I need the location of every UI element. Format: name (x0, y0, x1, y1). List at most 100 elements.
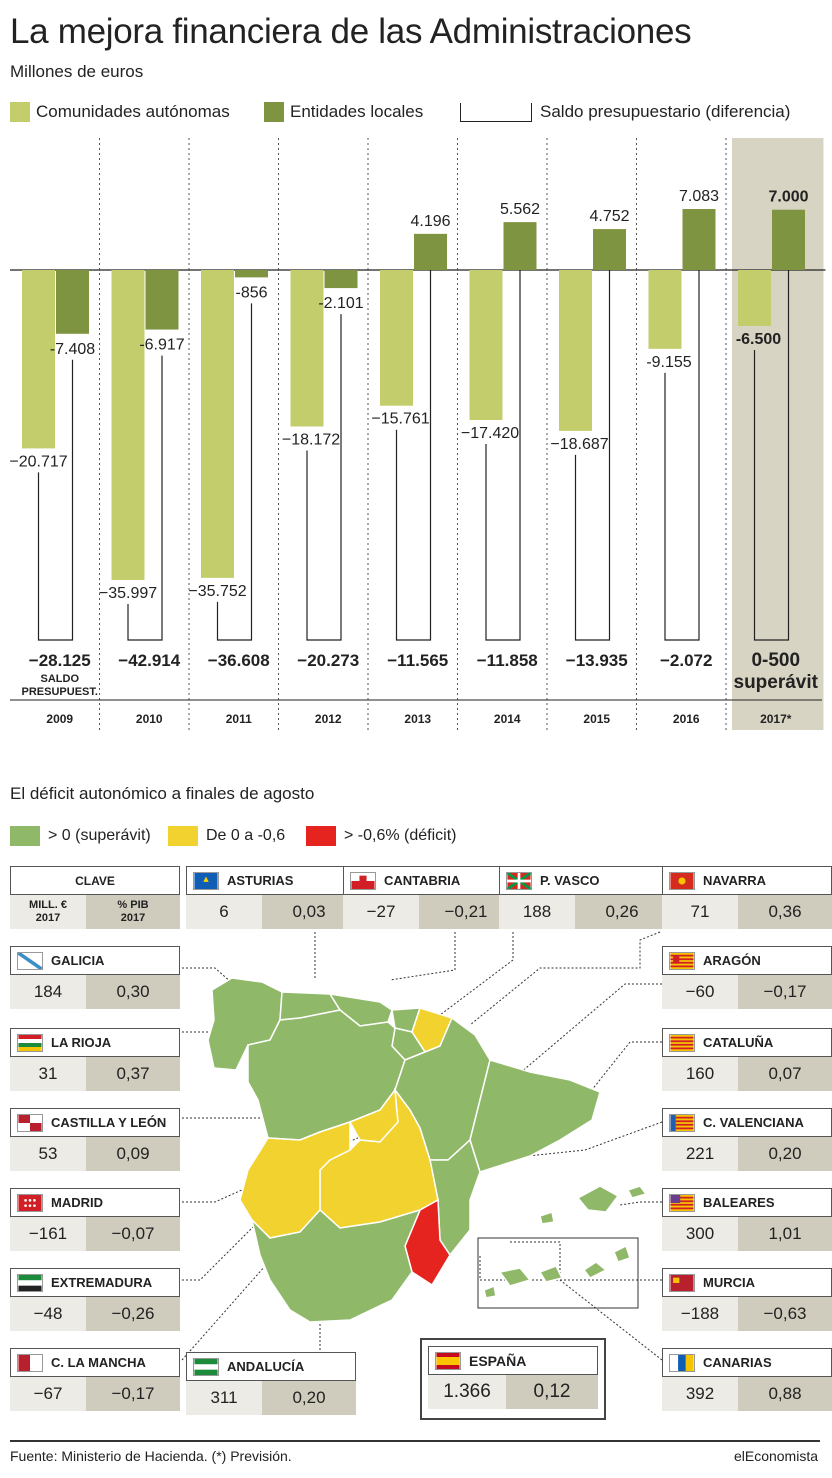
legend-label-red: > -0,6% (déficit) (344, 827, 457, 844)
region-card-asturias: ASTURIAS 6 0,03 (186, 866, 356, 930)
leader-cantabria (389, 932, 456, 981)
label-local-2017*: 7.000 (768, 189, 808, 206)
region-card-head: BALEARES (662, 1188, 832, 1216)
region-card-body: −67 −0,17 (10, 1376, 180, 1411)
label-ccaa-2012: −18.172 (282, 431, 340, 448)
bar-ccaa-2014 (469, 270, 503, 421)
region-card-body: 184 0,30 (10, 974, 180, 1009)
clave-title: CLAVE (10, 866, 180, 894)
leader-murcia (479, 1255, 662, 1281)
region-card-body: 53 0,09 (10, 1136, 180, 1171)
region-cataluna (469, 1059, 601, 1173)
leader-aragon (499, 983, 662, 1091)
brand-logo: elEconomista (733, 1448, 818, 1464)
region-mill: 311 (186, 1381, 262, 1415)
region-mill: 392 (662, 1377, 738, 1411)
label-local-2012: -2.101 (318, 295, 363, 312)
region-name: P. VASCO (540, 873, 600, 888)
label-ccaa-2009: −20.717 (9, 453, 67, 470)
region-mill: −48 (10, 1297, 86, 1331)
bar-local-2016 (682, 209, 716, 270)
region-name: GALICIA (51, 953, 105, 968)
region-pib: 0,30 (86, 975, 180, 1009)
year-label-2013: 2013 (404, 712, 431, 726)
region-mill: −188 (662, 1297, 738, 1331)
region-card-head: CATALUÑA (662, 1028, 832, 1056)
flag-c-la-mancha-icon (17, 1353, 43, 1372)
legend-swatch-local (264, 102, 284, 122)
region-card-la-rioja: LA RIOJA 31 0,37 (10, 1028, 180, 1092)
bar-ccaa-2009 (22, 270, 55, 449)
region-mill: −67 (10, 1377, 86, 1411)
leader-canarias (559, 1279, 663, 1361)
legend-yellow: De 0 a -0,6 (168, 826, 285, 846)
bar-ccaa-2015 (559, 270, 592, 431)
region-baleares-ibiza (539, 1211, 555, 1225)
saldo-bracket-2012 (306, 314, 342, 641)
region-card-body: 392 0,88 (662, 1376, 832, 1411)
flag-arag-n-icon (669, 951, 695, 970)
flag-extremadura-icon (17, 1273, 43, 1292)
flag-andaluc-a-icon (193, 1357, 219, 1376)
region-card-head: GALICIA (10, 946, 180, 974)
saldo-bracket-2014 (485, 270, 521, 641)
region-name: NAVARRA (703, 873, 767, 888)
region-andalucia (250, 1208, 422, 1323)
flag-espana-icon (435, 1351, 461, 1370)
region-card-body: −48 −0,26 (10, 1296, 180, 1331)
region-card-murcia: MURCIA −188 −0,63 (662, 1268, 832, 1332)
region-card-head: ANDALUCÍA (186, 1352, 356, 1380)
label-ccaa-2011: −35.752 (188, 583, 246, 600)
clave-col1-label: MILL. € 2017 (29, 899, 67, 924)
espana-pib: 0,12 (506, 1375, 598, 1409)
region-pib: 0,20 (262, 1381, 356, 1415)
label-local-2010: -6.917 (139, 337, 184, 354)
bar-ccaa-2016 (648, 270, 682, 349)
label-local-2015: 4.752 (589, 208, 629, 225)
region-card-head: ARAGÓN (662, 946, 832, 974)
region-mill: 221 (662, 1137, 738, 1171)
label-local-2014: 5.562 (500, 201, 540, 218)
legend-label-local: Entidades locales (290, 102, 424, 121)
region-card-body: −27 −0,21 (343, 894, 513, 929)
region-mill: 53 (10, 1137, 86, 1171)
label-ccaa-2016: -9.155 (646, 354, 691, 371)
bar-local-2009 (56, 270, 89, 334)
regions (207, 977, 648, 1323)
region-mill: 71 (662, 895, 738, 929)
region-pib: 0,88 (738, 1377, 832, 1411)
region-pib: 0,37 (86, 1057, 180, 1091)
saldo-note-first-2: PRESUPUEST. (22, 686, 98, 698)
region-card-head: LA RIOJA (10, 1028, 180, 1056)
region-name: CATALUÑA (703, 1035, 774, 1050)
flag-la-rioja-icon (17, 1033, 43, 1052)
region-card-body: 221 0,20 (662, 1136, 832, 1171)
legend-label-ccaa: Comunidades autónomas (36, 102, 230, 121)
region-pib: 0,07 (738, 1057, 832, 1091)
region-mill: 188 (499, 895, 575, 929)
flag-madrid-icon (17, 1193, 43, 1212)
region-mill: 300 (662, 1217, 738, 1251)
region-card-catalu-a: CATALUÑA 160 0,07 (662, 1028, 832, 1092)
region-card-head: CANTABRIA (343, 866, 513, 894)
saldo-label-2012: −20.273 (297, 651, 359, 670)
bar-chart: −20.717 -7.408 −28.125 2009 −35.997 -6.917 −42… (9, 138, 826, 730)
region-card-p-vasco: P. VASCO 188 0,26 (499, 866, 669, 930)
label-local-2009: -7.408 (50, 341, 95, 358)
region-mill: −27 (343, 895, 419, 929)
saldo-label-2016: −2.072 (660, 651, 712, 670)
leader-galicia (182, 967, 241, 991)
saldo-label-2011: −36.608 (208, 651, 270, 670)
legend-local: Entidades locales (264, 102, 423, 122)
region-mill: 31 (10, 1057, 86, 1091)
region-card-head: EXTREMADURA (10, 1268, 180, 1296)
bar-local-2015 (593, 229, 626, 270)
flag-castilla-y-le-n-icon (17, 1113, 43, 1132)
bar-ccaa-2011 (201, 270, 234, 578)
region-card-body: 31 0,37 (10, 1056, 180, 1091)
saldo-bracket-2016 (664, 270, 700, 641)
bar-local-2017* (772, 209, 805, 270)
region-pib: −0,07 (86, 1217, 180, 1251)
bar-ccaa-2012 (290, 270, 324, 427)
region-name: ARAGÓN (703, 953, 761, 968)
